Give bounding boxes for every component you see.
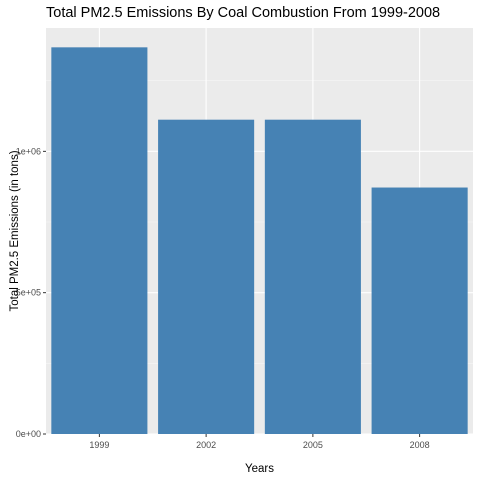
- x-tick-label: 2002: [196, 440, 216, 450]
- y-tick-label: 0e+00: [16, 429, 41, 439]
- bar-2005: [265, 120, 361, 434]
- x-tick-label: 1999: [89, 440, 109, 450]
- bar-1999: [51, 47, 147, 434]
- bar-2008: [372, 188, 468, 434]
- chart-title: Total PM2.5 Emissions By Coal Combustion…: [46, 5, 440, 21]
- bar-2002: [158, 120, 254, 434]
- x-tick-label: 2008: [410, 440, 430, 450]
- x-tick-label: 2005: [303, 440, 323, 450]
- y-axis-title: Total PM2.5 Emissions (in tons): [9, 150, 21, 311]
- x-axis-title: Years: [245, 463, 274, 475]
- x-axis: 1999 2002 2005 2008: [89, 434, 429, 450]
